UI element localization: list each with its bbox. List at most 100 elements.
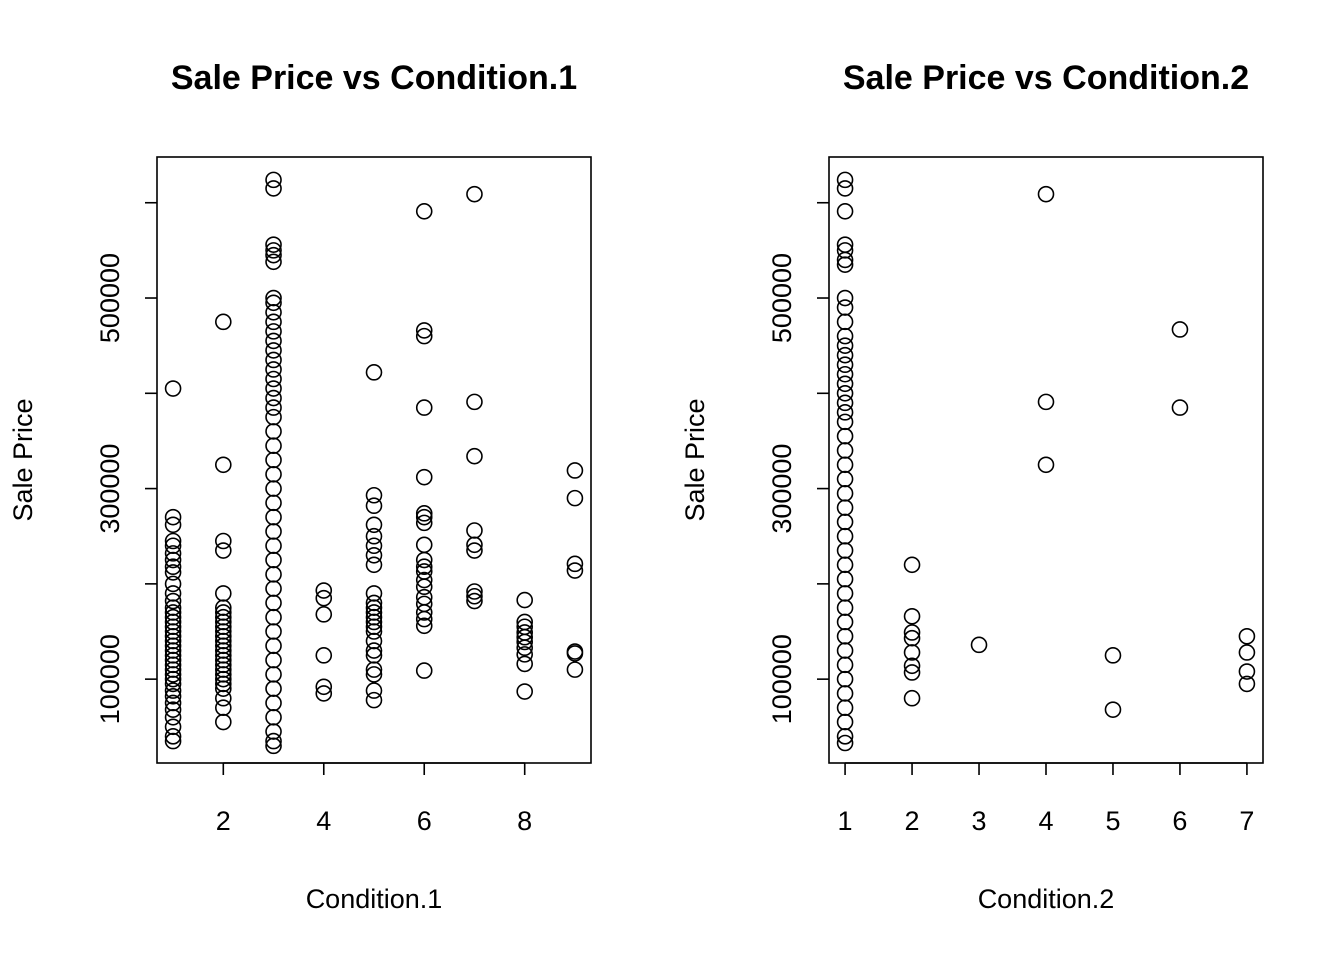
point bbox=[836, 171, 854, 189]
plot-frame bbox=[828, 156, 1264, 764]
point bbox=[1238, 675, 1256, 693]
point bbox=[265, 253, 282, 271]
point bbox=[164, 682, 182, 699]
point bbox=[265, 651, 282, 669]
point bbox=[903, 644, 921, 661]
point bbox=[215, 542, 232, 559]
point bbox=[970, 636, 988, 654]
point bbox=[164, 728, 182, 745]
point bbox=[164, 508, 182, 526]
point bbox=[265, 423, 282, 440]
point bbox=[415, 610, 433, 628]
point bbox=[836, 728, 854, 745]
point bbox=[265, 551, 282, 569]
point bbox=[365, 691, 383, 709]
point bbox=[836, 289, 854, 307]
point bbox=[566, 562, 584, 579]
point bbox=[164, 666, 182, 683]
point bbox=[415, 571, 433, 589]
x-tick-label: 1 bbox=[838, 806, 853, 836]
point bbox=[1238, 663, 1256, 680]
point bbox=[836, 670, 854, 688]
point bbox=[836, 513, 854, 531]
chart-title: Sale Price vs Condition.1 bbox=[171, 59, 577, 97]
point bbox=[415, 322, 433, 339]
point bbox=[164, 592, 182, 610]
point bbox=[903, 657, 921, 675]
point bbox=[164, 675, 182, 693]
point bbox=[836, 256, 854, 273]
point bbox=[215, 689, 232, 707]
point bbox=[1238, 644, 1256, 661]
point bbox=[365, 497, 383, 515]
point bbox=[836, 685, 854, 702]
point bbox=[836, 499, 854, 516]
point bbox=[836, 613, 854, 631]
point bbox=[836, 699, 854, 717]
point bbox=[365, 682, 383, 699]
point bbox=[265, 437, 282, 455]
point bbox=[315, 582, 333, 599]
point bbox=[836, 556, 854, 574]
point bbox=[215, 585, 232, 602]
point bbox=[836, 570, 854, 588]
point bbox=[265, 370, 282, 388]
point bbox=[566, 489, 584, 507]
point bbox=[265, 494, 282, 512]
point bbox=[415, 662, 433, 679]
point bbox=[164, 732, 182, 750]
point bbox=[164, 688, 182, 705]
point bbox=[164, 575, 182, 593]
point bbox=[265, 708, 282, 726]
point bbox=[365, 556, 383, 574]
point bbox=[265, 399, 282, 416]
point bbox=[836, 656, 854, 674]
point bbox=[265, 508, 282, 526]
point bbox=[415, 536, 433, 554]
point bbox=[164, 701, 182, 718]
point bbox=[836, 365, 854, 383]
point bbox=[836, 470, 854, 488]
point bbox=[516, 655, 533, 673]
point bbox=[466, 185, 483, 203]
x-tick-label: 8 bbox=[517, 806, 532, 836]
point bbox=[516, 683, 533, 700]
point bbox=[566, 462, 584, 479]
y-tick-label: 100000 bbox=[767, 634, 797, 724]
point bbox=[836, 404, 854, 421]
point bbox=[836, 527, 854, 545]
point bbox=[836, 346, 854, 364]
x-tick-label: 6 bbox=[417, 806, 432, 836]
point bbox=[836, 313, 854, 331]
point bbox=[365, 623, 383, 640]
point bbox=[415, 468, 433, 486]
point bbox=[164, 670, 182, 688]
x-axis-label: Condition.2 bbox=[978, 884, 1115, 914]
point bbox=[315, 647, 333, 664]
point bbox=[466, 447, 483, 465]
point bbox=[215, 713, 232, 731]
x-tick-label: 5 bbox=[1105, 806, 1120, 836]
point bbox=[265, 361, 282, 378]
point bbox=[265, 680, 282, 697]
x-tick-label: 2 bbox=[216, 806, 231, 836]
point bbox=[836, 734, 854, 752]
point bbox=[1037, 393, 1055, 411]
point bbox=[836, 642, 854, 659]
x-tick-label: 3 bbox=[972, 806, 987, 836]
point bbox=[466, 536, 483, 554]
x-tick-label: 4 bbox=[316, 806, 331, 836]
point bbox=[836, 356, 854, 374]
point bbox=[315, 606, 333, 623]
point bbox=[836, 585, 854, 602]
point bbox=[265, 389, 282, 407]
point bbox=[415, 203, 433, 220]
point bbox=[1104, 647, 1122, 664]
point bbox=[215, 313, 232, 331]
point bbox=[365, 486, 383, 504]
point bbox=[415, 588, 433, 606]
point bbox=[836, 385, 854, 402]
point bbox=[215, 532, 232, 550]
y-tick-label: 300000 bbox=[95, 444, 125, 534]
